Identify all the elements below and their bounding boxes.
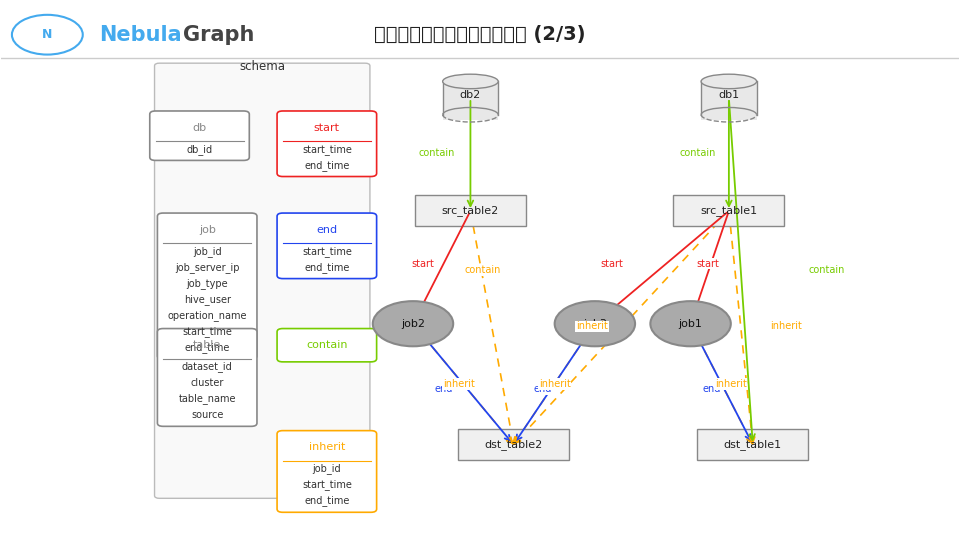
Text: inherit: inherit	[309, 442, 345, 453]
FancyBboxPatch shape	[415, 195, 526, 226]
Text: job_id: job_id	[313, 463, 341, 474]
Circle shape	[650, 301, 731, 346]
Text: source: source	[191, 410, 224, 420]
Text: table_name: table_name	[179, 394, 236, 404]
Circle shape	[555, 301, 636, 346]
Text: Nebula: Nebula	[99, 25, 181, 45]
Text: db: db	[192, 123, 206, 133]
Text: end_time: end_time	[304, 160, 349, 171]
Text: inherit: inherit	[443, 379, 475, 389]
FancyBboxPatch shape	[458, 429, 569, 460]
Text: operation_name: operation_name	[167, 310, 247, 321]
FancyBboxPatch shape	[157, 213, 257, 359]
Text: end: end	[435, 384, 453, 394]
Text: job2: job2	[401, 319, 425, 329]
Text: contain: contain	[306, 340, 348, 350]
Text: db_id: db_id	[186, 144, 212, 154]
Text: inherit: inherit	[715, 379, 747, 389]
Text: contain: contain	[419, 148, 455, 158]
Text: src_table1: src_table1	[700, 205, 757, 217]
Text: start: start	[314, 123, 340, 133]
Text: dst_table2: dst_table2	[485, 439, 542, 450]
Text: job_id: job_id	[193, 246, 222, 256]
Text: src_table2: src_table2	[442, 205, 499, 217]
Text: job_type: job_type	[186, 278, 228, 289]
Text: start_time: start_time	[301, 246, 351, 256]
Text: end: end	[316, 225, 337, 235]
Text: job1: job1	[679, 319, 703, 329]
FancyBboxPatch shape	[277, 430, 376, 512]
Ellipse shape	[443, 74, 498, 89]
Text: inherit: inherit	[539, 379, 570, 389]
Text: start_time: start_time	[301, 480, 351, 490]
Text: job3: job3	[583, 319, 607, 329]
Text: table: table	[193, 340, 222, 350]
FancyBboxPatch shape	[150, 111, 250, 160]
FancyBboxPatch shape	[673, 195, 784, 226]
Text: inherit: inherit	[576, 321, 608, 332]
Ellipse shape	[701, 74, 756, 89]
Text: db1: db1	[718, 90, 739, 100]
Text: dataset_id: dataset_id	[181, 361, 232, 372]
Text: start: start	[601, 259, 624, 268]
FancyBboxPatch shape	[155, 63, 370, 498]
Text: cluster: cluster	[190, 378, 224, 388]
Text: start_time: start_time	[182, 326, 232, 338]
Text: schema: schema	[239, 60, 285, 73]
FancyBboxPatch shape	[277, 213, 376, 279]
FancyBboxPatch shape	[157, 328, 257, 427]
Text: contain: contain	[808, 265, 845, 275]
Text: hive_user: hive_user	[183, 294, 230, 305]
Text: job_server_ip: job_server_ip	[175, 262, 239, 273]
Text: start: start	[411, 259, 434, 268]
Text: 数据治理系统血缘图模型设计 (2/3): 数据治理系统血缘图模型设计 (2/3)	[374, 25, 586, 44]
Text: end: end	[534, 384, 552, 394]
FancyBboxPatch shape	[697, 429, 808, 460]
Text: N: N	[42, 28, 53, 41]
Circle shape	[372, 301, 453, 346]
Bar	[443, 82, 498, 119]
FancyBboxPatch shape	[277, 111, 376, 177]
Text: inherit: inherit	[770, 321, 803, 332]
Text: end: end	[703, 384, 721, 394]
Bar	[701, 82, 756, 119]
Text: start_time: start_time	[301, 144, 351, 154]
Text: end_time: end_time	[304, 496, 349, 507]
Text: end_time: end_time	[304, 262, 349, 273]
Text: Graph: Graph	[183, 25, 254, 45]
FancyBboxPatch shape	[277, 328, 376, 362]
Text: start: start	[696, 259, 719, 268]
Text: contain: contain	[679, 148, 715, 158]
Text: end_time: end_time	[184, 342, 229, 353]
Text: db2: db2	[460, 90, 481, 100]
Text: dst_table1: dst_table1	[724, 439, 781, 450]
Text: contain: contain	[465, 265, 501, 275]
Text: job: job	[199, 225, 216, 235]
